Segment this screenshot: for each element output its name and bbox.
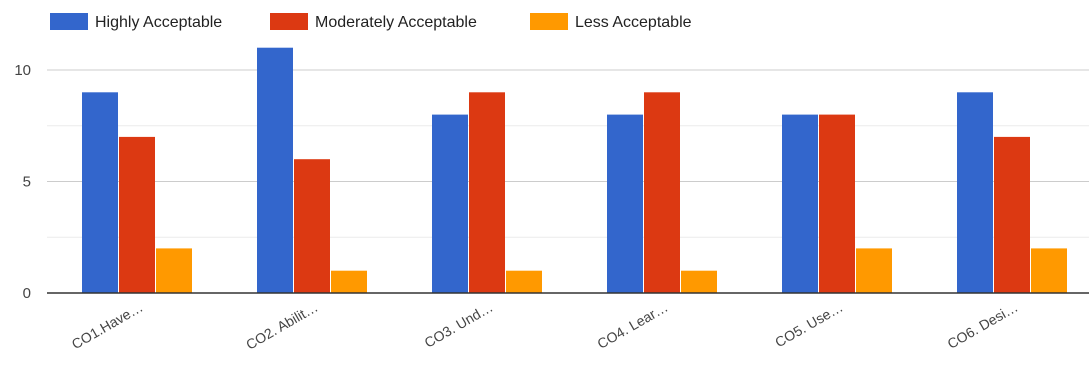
bar [469, 92, 505, 293]
legend-swatch [530, 13, 568, 30]
bar [607, 114, 643, 293]
bar [957, 92, 993, 293]
bar [294, 159, 330, 293]
bar [1031, 248, 1067, 293]
gridlines [47, 69, 1089, 238]
x-tick-label: CO2. Abilit… [243, 299, 320, 353]
x-tick-label: CO5. Use… [772, 299, 845, 351]
bar [119, 136, 155, 293]
bar [432, 114, 468, 293]
legend-swatch [50, 13, 88, 30]
y-tick-label: 0 [23, 285, 31, 302]
y-tick-label: 5 [23, 174, 31, 191]
bar [331, 270, 367, 293]
legend-swatch [270, 13, 308, 30]
legend-item: Less Acceptable [530, 13, 692, 31]
x-tick-label: CO4. Lear… [594, 299, 670, 352]
bar [644, 92, 680, 293]
axes: 0 5 10 CO1.Have… CO2. Abilit… CO3. Und… CO4. L… [14, 62, 1089, 353]
bar [782, 114, 818, 293]
bar [856, 248, 892, 293]
bar [819, 114, 855, 293]
bar [506, 270, 542, 293]
legend: Highly Acceptable Moderately Acceptable Le… [50, 13, 692, 31]
legend-label: Less Acceptable [575, 14, 692, 31]
bar [82, 92, 118, 293]
legend-label: Highly Acceptable [95, 14, 222, 31]
x-tick-label: CO6. Desi… [944, 299, 1020, 352]
legend-label: Moderately Acceptable [315, 14, 477, 31]
legend-item: Moderately Acceptable [270, 13, 477, 31]
x-tick-label: CO1.Have… [69, 299, 146, 353]
x-tick-label: CO3. Und… [421, 299, 495, 351]
bars [82, 47, 1067, 294]
bar [257, 47, 293, 294]
bar [156, 248, 192, 293]
legend-item: Highly Acceptable [50, 13, 222, 31]
y-tick-label: 10 [14, 62, 31, 79]
bar [681, 270, 717, 293]
bar [994, 136, 1030, 293]
